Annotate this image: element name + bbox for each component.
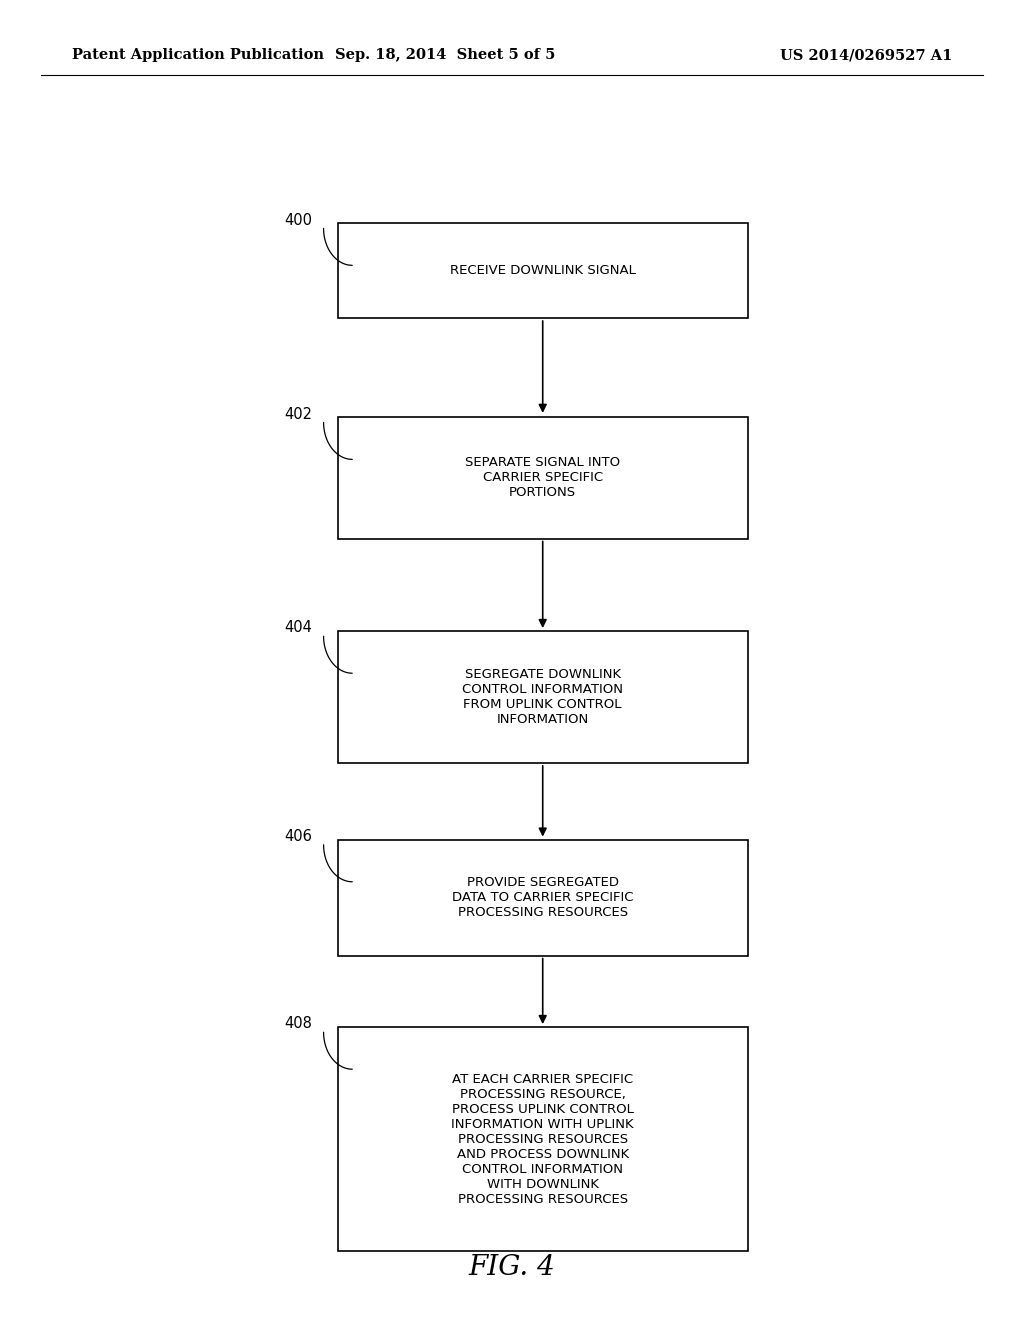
Text: 400: 400 [285,213,312,227]
Text: RECEIVE DOWNLINK SIGNAL: RECEIVE DOWNLINK SIGNAL [450,264,636,277]
Text: FIG. 4: FIG. 4 [469,1254,555,1280]
Text: US 2014/0269527 A1: US 2014/0269527 A1 [780,49,952,62]
Text: 402: 402 [285,407,312,421]
Text: PROVIDE SEGREGATED
DATA TO CARRIER SPECIFIC
PROCESSING RESOURCES: PROVIDE SEGREGATED DATA TO CARRIER SPECI… [452,876,634,919]
Bar [338,631,748,763]
Bar [338,223,748,318]
Text: 404: 404 [285,620,312,635]
Text: SEGREGATE DOWNLINK
CONTROL INFORMATION
FROM UPLINK CONTROL
INFORMATION: SEGREGATE DOWNLINK CONTROL INFORMATION F… [462,668,624,726]
Bar [338,840,748,956]
Text: 406: 406 [285,829,312,843]
Bar [338,1027,748,1251]
Text: Patent Application Publication: Patent Application Publication [72,49,324,62]
Text: Sep. 18, 2014  Sheet 5 of 5: Sep. 18, 2014 Sheet 5 of 5 [335,49,556,62]
Text: SEPARATE SIGNAL INTO
CARRIER SPECIFIC
PORTIONS: SEPARATE SIGNAL INTO CARRIER SPECIFIC PO… [465,457,621,499]
Text: 408: 408 [285,1016,312,1031]
Bar [338,417,748,539]
Text: AT EACH CARRIER SPECIFIC
PROCESSING RESOURCE,
PROCESS UPLINK CONTROL
INFORMATION: AT EACH CARRIER SPECIFIC PROCESSING RESO… [452,1073,634,1205]
